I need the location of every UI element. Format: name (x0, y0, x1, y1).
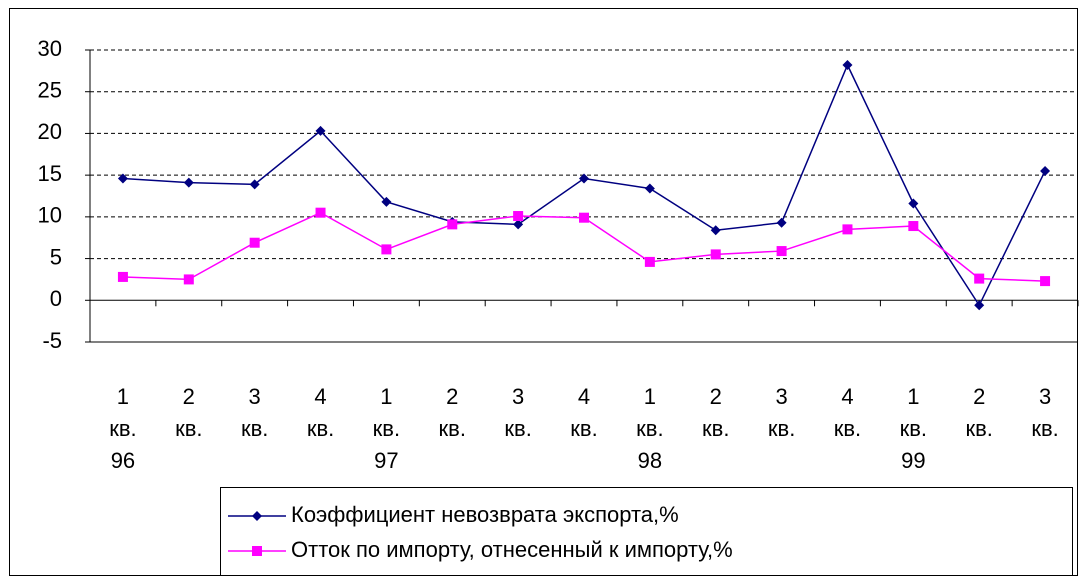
marker (908, 221, 919, 232)
x-tick-label: 2 кв. (439, 384, 466, 441)
marker (842, 224, 853, 235)
marker (381, 196, 392, 207)
x-tick-label: 3 кв. (241, 384, 268, 441)
marker (183, 274, 194, 285)
x-tick-label: 1 кв. 96 (109, 384, 136, 473)
marker (644, 256, 655, 267)
x-tick-label: 4 кв. (570, 384, 597, 441)
x-tick-label: 1 кв. 98 (636, 384, 663, 473)
marker (252, 546, 262, 556)
legend-label: Отток по импорту, отнесенный к импорту,% (291, 537, 733, 562)
x-tick-label: 1 кв. 97 (373, 384, 400, 473)
y-tick-label: 10 (38, 203, 62, 228)
x-tick-label: 1 кв. 99 (900, 384, 927, 473)
legend-label: Коэффициент невозврата экспорта,% (291, 502, 679, 527)
y-tick-label: -5 (42, 328, 62, 353)
marker (776, 217, 787, 228)
marker (710, 249, 721, 260)
y-tick-label: 25 (38, 78, 62, 103)
marker (252, 511, 262, 521)
y-tick-label: 5 (50, 244, 62, 269)
marker (513, 219, 524, 230)
x-tick-label: 3 кв. (768, 384, 795, 441)
marker (315, 125, 326, 136)
marker (579, 173, 589, 184)
x-tick-label: 4 кв. (307, 384, 334, 441)
marker (447, 219, 458, 230)
marker (644, 183, 655, 194)
marker (1040, 165, 1051, 176)
x-tick-label: 2 кв. (175, 384, 202, 441)
y-tick-label: 20 (38, 119, 62, 144)
marker (776, 246, 787, 257)
y-tick-label: 15 (38, 161, 62, 186)
y-tick-label: 0 (50, 286, 62, 311)
marker (183, 177, 194, 188)
marker (513, 211, 524, 222)
marker (381, 244, 392, 255)
y-tick-label: 30 (38, 36, 62, 61)
x-tick-label: 3 кв. (1031, 384, 1058, 441)
marker (842, 60, 853, 71)
series-line (122, 63, 1046, 307)
marker (117, 271, 128, 282)
marker (579, 212, 589, 223)
marker (908, 198, 919, 209)
marker (974, 300, 985, 311)
x-tick-label: 4 кв. (834, 384, 861, 441)
marker (1040, 276, 1051, 287)
marker (249, 237, 260, 248)
x-tick-label: 2 кв. (702, 384, 729, 441)
marker (710, 225, 721, 236)
x-tick-label: 2 кв. (965, 384, 992, 441)
legend-box (220, 487, 1073, 576)
series-line (122, 211, 1046, 282)
marker (315, 207, 326, 218)
marker (249, 179, 260, 190)
marker (974, 273, 985, 284)
x-tick-label: 3 кв. (504, 384, 531, 441)
marker (117, 173, 128, 184)
